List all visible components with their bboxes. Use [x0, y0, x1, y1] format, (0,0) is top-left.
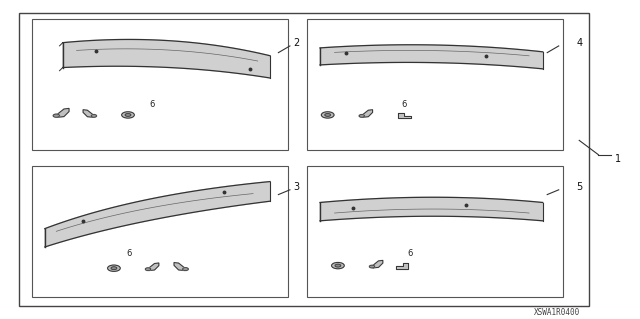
Bar [19, 13, 589, 306]
Polygon shape [320, 197, 543, 221]
Circle shape [359, 115, 365, 117]
Text: 6: 6 [127, 249, 132, 258]
Polygon shape [373, 260, 383, 268]
Polygon shape [58, 108, 69, 117]
Bar [307, 166, 563, 297]
Bar [32, 166, 288, 297]
Text: 3: 3 [293, 182, 300, 192]
Circle shape [325, 114, 330, 116]
Text: 4: 4 [576, 38, 582, 48]
Text: 6: 6 [407, 249, 412, 258]
Circle shape [321, 112, 334, 118]
Polygon shape [63, 40, 270, 78]
Bar [32, 19, 288, 150]
Polygon shape [83, 110, 93, 117]
Circle shape [111, 267, 116, 270]
Polygon shape [45, 182, 270, 247]
Polygon shape [149, 263, 159, 271]
Polygon shape [174, 263, 184, 271]
Circle shape [125, 114, 131, 116]
Circle shape [122, 112, 134, 118]
Polygon shape [320, 45, 543, 69]
Polygon shape [398, 113, 411, 118]
Circle shape [332, 263, 344, 269]
Circle shape [53, 114, 60, 117]
Text: XSWA1R0400: XSWA1R0400 [534, 308, 580, 317]
Text: 6: 6 [150, 100, 155, 109]
Circle shape [108, 265, 120, 271]
Circle shape [145, 268, 151, 271]
Circle shape [335, 264, 340, 267]
Circle shape [369, 265, 375, 268]
Text: 2: 2 [293, 38, 300, 48]
Circle shape [182, 268, 188, 271]
Circle shape [91, 115, 97, 117]
Text: 6: 6 [402, 100, 407, 109]
Polygon shape [363, 110, 372, 117]
Text: 1: 1 [614, 154, 621, 165]
Polygon shape [396, 263, 408, 269]
Bar [307, 19, 563, 150]
Text: 5: 5 [576, 182, 582, 192]
